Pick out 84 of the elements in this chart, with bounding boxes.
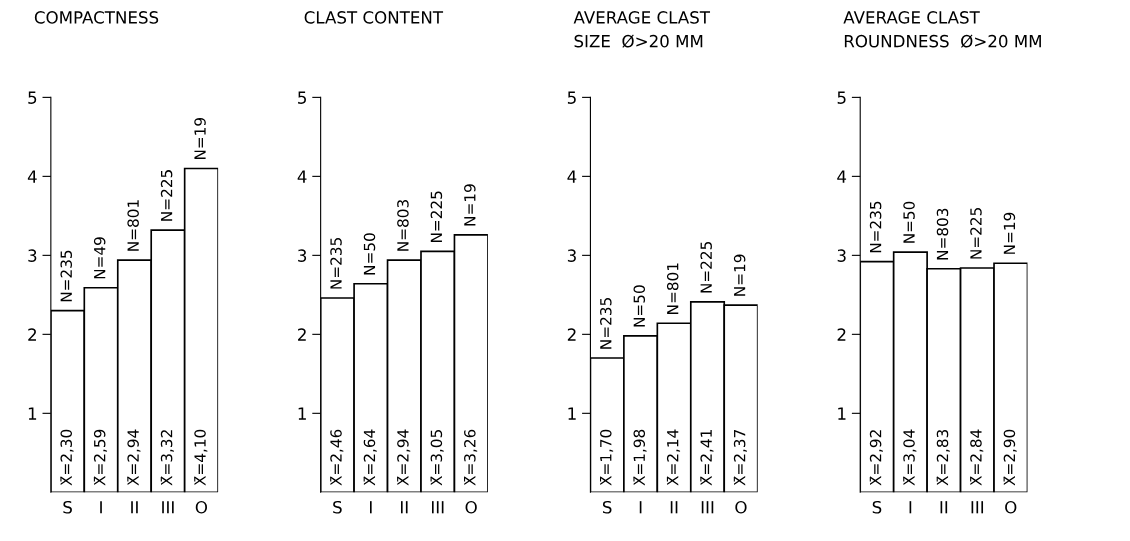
data-label: X̄=2,37 — [733, 430, 747, 486]
y-tick-label: 1 — [298, 407, 306, 420]
data-label: X̄=2,46 — [330, 429, 344, 486]
x-tick-label: II — [940, 501, 948, 514]
data-label: X̄=3,26 — [464, 429, 478, 486]
chart-title: COMPACTNESS — [34, 11, 159, 24]
data-label: X̄=2,84 — [970, 429, 984, 486]
x-tick-label: S — [872, 500, 882, 514]
y-tick-label: 1 — [28, 407, 37, 420]
annotation: N=19 — [464, 184, 476, 226]
x-tick-label: S — [602, 500, 612, 514]
data-label: X̄=1,70 — [599, 429, 614, 486]
y-tick-label: 2 — [28, 328, 36, 341]
data-label: X̄=2,92 — [869, 430, 883, 486]
data-label: X̄=1,98 — [633, 429, 647, 486]
annotation: N=801 — [127, 200, 139, 251]
x-tick-label: I — [639, 501, 642, 514]
y-tick-label: 5 — [837, 91, 846, 104]
y-tick-label: 4 — [297, 170, 307, 183]
y-tick-label: 3 — [837, 249, 846, 262]
data-label: X̄=2,90 — [1003, 429, 1017, 486]
data-label: X̄=2,41 — [700, 430, 714, 486]
x-tick-label: I — [370, 501, 372, 514]
annotation: N=225 — [970, 208, 982, 259]
x-tick-label: III — [431, 501, 444, 514]
annotation: N=50 — [633, 285, 646, 327]
annotation: N=801 — [666, 263, 679, 314]
y-tick-label: 5 — [567, 91, 576, 104]
x-tick-label: I — [909, 501, 912, 514]
annotation: N=225 — [430, 191, 443, 242]
y-tick-label: 3 — [567, 249, 576, 262]
y-tick-label: 3 — [298, 249, 307, 262]
data-label: X̄=2,30 — [60, 429, 74, 486]
chart-title: AVERAGE CLAST SIZE Ø>20 MM — [573, 11, 711, 48]
data-label: X̄=2,64 — [363, 429, 377, 486]
data-label: X̄=3,32 — [160, 430, 174, 486]
y-tick-label: 5 — [28, 91, 37, 104]
annotation: N=235 — [600, 298, 612, 349]
data-label: X̄=3,04 — [903, 429, 917, 486]
data-label: X̄=2,59 — [93, 429, 108, 486]
x-tick-label: II — [131, 501, 138, 514]
x-tick-label: O — [1005, 500, 1017, 514]
y-tick-label: 4 — [567, 170, 577, 183]
y-tick-label: 3 — [28, 249, 37, 262]
annotation: N=803 — [397, 200, 409, 251]
y-tick-label: 2 — [567, 328, 576, 341]
y-tick-label: 2 — [837, 328, 846, 341]
chart-title: AVERAGE CLAST ROUNDNESS Ø>20 MM — [843, 11, 1041, 48]
x-tick-label: O — [465, 500, 477, 514]
y-tick-label: 4 — [837, 170, 847, 183]
x-tick-label: O — [195, 500, 208, 514]
x-tick-label: III — [701, 501, 714, 514]
annotation: N=19 — [733, 254, 746, 296]
data-label: X̄=4,10 — [194, 429, 208, 486]
x-tick-label: II — [670, 501, 678, 514]
chart-title: CLAST CONTENT — [304, 11, 444, 24]
data-label: X̄=2,14 — [666, 429, 681, 486]
x-tick-label: S — [333, 500, 342, 514]
y-tick-label: 1 — [838, 407, 846, 420]
annotation: N=225 — [700, 242, 712, 293]
data-label: X̄=2,94 — [397, 429, 411, 486]
annotation: N=235 — [60, 250, 73, 302]
annotation: N=235 — [869, 201, 882, 253]
data-label: X̄=2,94 — [127, 429, 141, 486]
x-tick-label: II — [400, 501, 408, 514]
annotation: N=225 — [160, 170, 173, 221]
annotation: N=49 — [93, 237, 106, 279]
x-tick-label: I — [100, 501, 102, 514]
annotation: N=803 — [936, 208, 949, 260]
x-tick-label: III — [971, 501, 984, 514]
data-label: X̄=3,05 — [430, 430, 444, 486]
y-tick-label: 5 — [298, 91, 306, 104]
annotation: N=19 — [1003, 212, 1016, 254]
data-label: X̄=2,83 — [936, 429, 950, 486]
x-tick-label: III — [162, 501, 174, 514]
annotation: N=235 — [330, 238, 342, 289]
annotation: N=50 — [363, 233, 376, 275]
annotation: N=50 — [903, 201, 915, 243]
y-tick-label: 4 — [27, 170, 37, 183]
y-tick-label: 1 — [568, 407, 576, 420]
annotation: N=19 — [194, 117, 206, 160]
x-tick-label: O — [735, 500, 747, 514]
x-tick-label: S — [63, 500, 72, 514]
y-tick-label: 2 — [298, 328, 306, 341]
